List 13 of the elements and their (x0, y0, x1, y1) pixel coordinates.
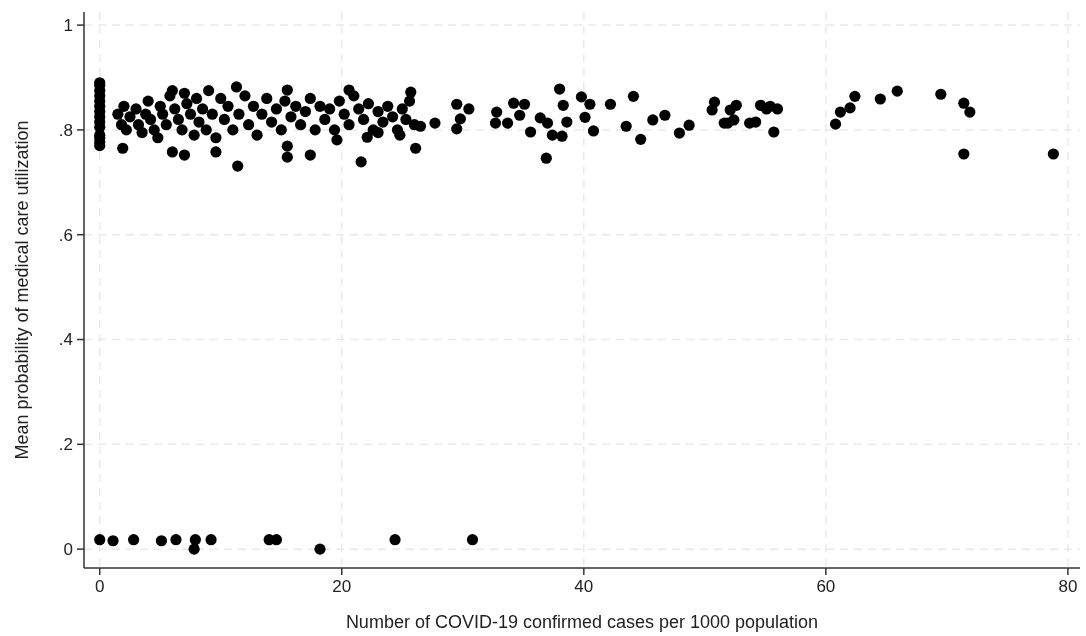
x-tick-label: 60 (816, 577, 836, 596)
x-tick-label: 20 (332, 577, 352, 596)
x-tick-label: 0 (95, 577, 105, 596)
y-tick-label: 0 (63, 540, 73, 560)
x-tick-label: 40 (574, 577, 594, 596)
x-axis-title: Number of COVID-19 confirmed cases per 1000 population (345, 612, 819, 632)
y-tick-label: .2 (58, 435, 73, 455)
y-axis-title: Mean probability of medical care utilization (12, 120, 32, 460)
y-tick-label: 1 (63, 16, 73, 36)
y-tick-label: .8 (58, 120, 73, 140)
y-tick-label: .4 (58, 330, 73, 350)
x-tick-label: 80 (1058, 577, 1078, 596)
y-tick-label: .6 (58, 225, 73, 245)
